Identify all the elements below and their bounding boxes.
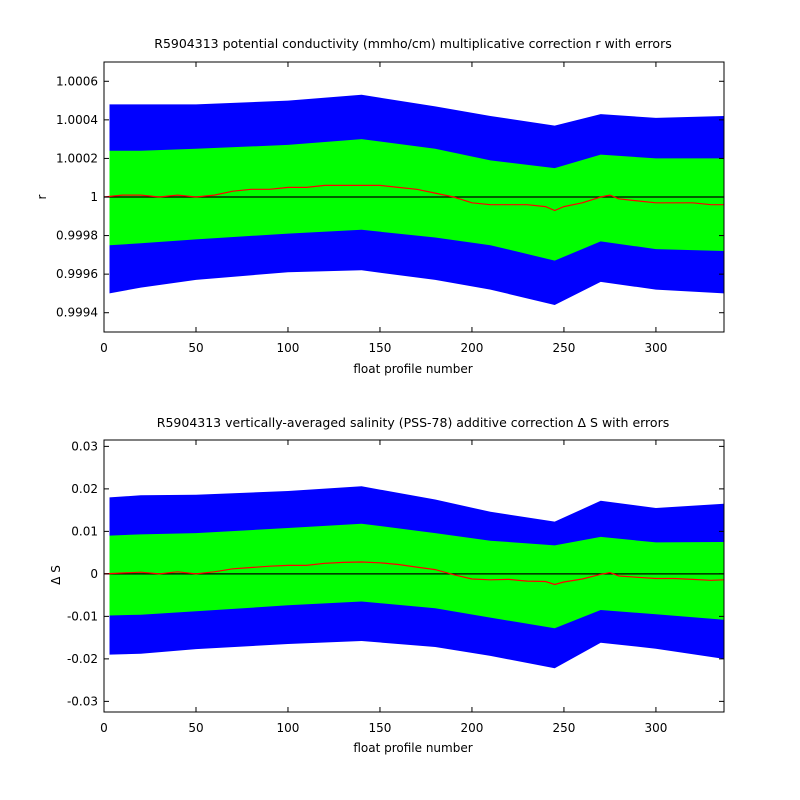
bottom-x-tick-label: 0 bbox=[100, 721, 108, 735]
top-y-tick-label: 1.0002 bbox=[56, 151, 98, 165]
bottom-y-tick-label: 0 bbox=[90, 567, 98, 581]
top-y-tick-label: 1.0004 bbox=[56, 113, 98, 127]
top-y-tick-label: 1.0006 bbox=[56, 74, 98, 88]
bottom-y-tick-label: 0.02 bbox=[71, 482, 98, 496]
bottom-x-axis-label: float profile number bbox=[353, 741, 472, 755]
bottom-x-tick-label: 150 bbox=[369, 721, 392, 735]
top-correction-line bbox=[103, 184, 724, 212]
bottom-x-tick-label: 50 bbox=[188, 721, 203, 735]
top-x-tick-label: 50 bbox=[188, 341, 203, 355]
bottom-inner-error-band bbox=[109, 523, 724, 629]
top-plot-title: R5904313 potential conductivity (mmho/cm… bbox=[154, 36, 671, 51]
bottom-y-tick-label: 0.03 bbox=[71, 439, 98, 453]
bottom-x-tick-label: 100 bbox=[277, 721, 300, 735]
bottom-plot-title: R5904313 vertically-averaged salinity (P… bbox=[157, 415, 669, 430]
bottom-y-tick-label: 0.01 bbox=[71, 524, 98, 538]
top-y-tick-label: 0.9998 bbox=[56, 229, 98, 243]
bottom-y-tick-label: -0.01 bbox=[67, 609, 98, 623]
bottom-x-tick-label: 200 bbox=[460, 721, 483, 735]
top-x-tick-label: 100 bbox=[277, 341, 300, 355]
top-x-tick-label: 250 bbox=[552, 341, 575, 355]
bottom-x-tick-label: 250 bbox=[552, 721, 575, 735]
top-x-tick-label: 0 bbox=[100, 341, 108, 355]
bottom-y-tick-label: -0.02 bbox=[67, 652, 98, 666]
bottom-y-tick-label: -0.03 bbox=[67, 694, 98, 708]
bottom-axes-frame bbox=[103, 439, 725, 713]
top-x-tick-label: 200 bbox=[460, 341, 483, 355]
bottom-correction-line bbox=[103, 561, 725, 586]
top-y-tick-label: 0.9994 bbox=[56, 306, 98, 320]
top-x-tick-label: 300 bbox=[644, 341, 667, 355]
bottom-x-tick-label: 300 bbox=[644, 721, 667, 735]
top-y-tick-label: 0.9996 bbox=[56, 267, 98, 281]
bottom-subplot: R5904313 vertically-averaged salinity (P… bbox=[49, 415, 725, 755]
top-x-axis-label: float profile number bbox=[353, 362, 472, 376]
top-inner-error-band bbox=[109, 139, 724, 261]
top-y-tick-label: 1 bbox=[90, 190, 98, 204]
bottom-y-axis-label: Δ S bbox=[49, 565, 63, 585]
top-y-axis-label: r bbox=[35, 194, 49, 199]
top-subplot: R5904313 potential conductivity (mmho/cm… bbox=[35, 36, 725, 376]
top-x-tick-label: 150 bbox=[369, 341, 392, 355]
